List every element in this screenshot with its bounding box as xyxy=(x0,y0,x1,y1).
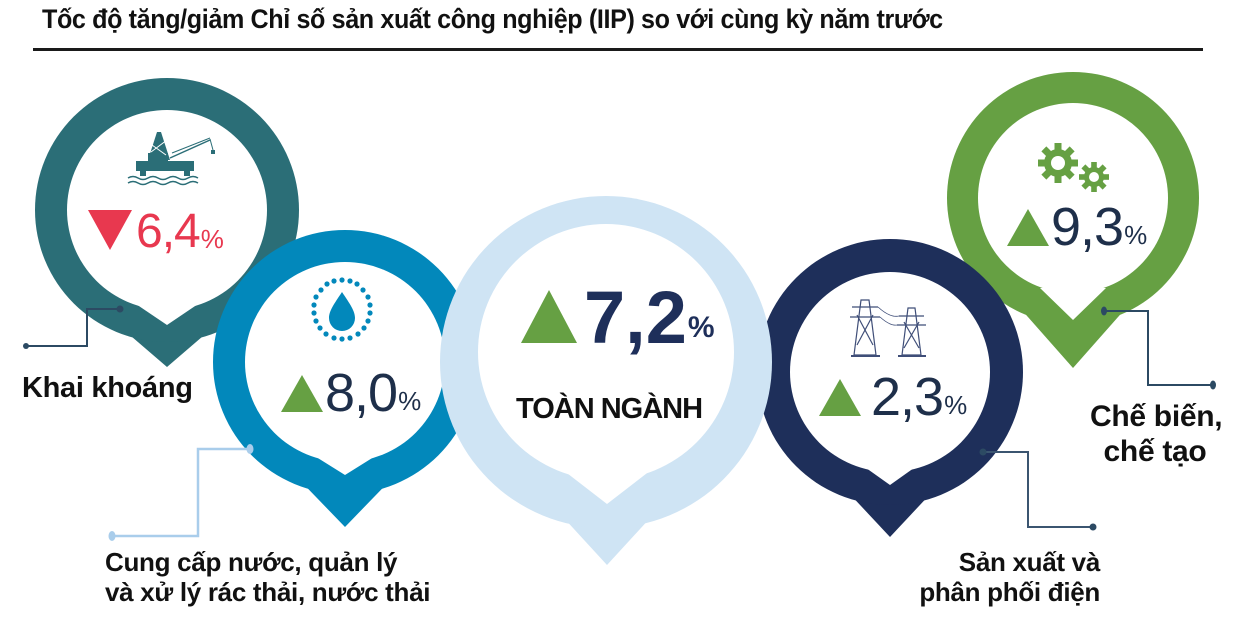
label-total: TOÀN NGÀNH xyxy=(516,393,703,425)
label-manufacturing-line1: Chế biến, xyxy=(1090,400,1223,433)
label-manufacturing-line2: chế tạo xyxy=(1103,434,1207,468)
connector-mining xyxy=(26,308,120,347)
gears-icon xyxy=(1038,143,1109,192)
title-underline xyxy=(33,48,1203,51)
up-arrow-icon xyxy=(1007,209,1049,246)
value-mining: 6,4 % xyxy=(88,208,224,256)
up-arrow-icon xyxy=(819,379,861,416)
pin-mining xyxy=(35,78,299,367)
water-drop-icon xyxy=(311,277,373,342)
up-arrow-icon xyxy=(521,290,577,343)
label-water: Cung cấp nước, quản lý và xử lý rác thải… xyxy=(105,547,431,608)
label-electricity: Sản xuất và phân phối điện xyxy=(905,547,1101,608)
oil-rig-icon xyxy=(127,132,215,186)
pin-total xyxy=(440,196,772,565)
pin-electricity xyxy=(757,239,1023,537)
power-tower-icon xyxy=(850,299,926,357)
value-electricity: 2,3 % xyxy=(819,370,967,424)
up-arrow-icon xyxy=(281,375,323,412)
label-manufacturing: Chế biến, chế tạo xyxy=(1090,400,1223,469)
label-electricity-line2: phân phối điện xyxy=(919,576,1100,607)
pin-water xyxy=(213,230,477,527)
value-total: 7,2 % xyxy=(521,281,715,355)
down-arrow-icon xyxy=(88,210,132,250)
label-water-line1: Cung cấp nước, quản lý xyxy=(105,547,398,577)
connector-manufacturing xyxy=(1104,310,1213,386)
connector-electricity xyxy=(983,451,1093,528)
connector-water xyxy=(112,447,250,538)
label-mining: Khai khoáng xyxy=(22,372,193,404)
value-manufacturing: 9,3 % xyxy=(1007,200,1147,254)
value-water: 8,0 % xyxy=(281,366,421,420)
page-title: Tốc độ tăng/giảm Chỉ số sản xuất công ng… xyxy=(42,4,943,34)
label-water-line2: và xử lý rác thải, nước thải xyxy=(105,576,431,607)
label-electricity-line1: Sản xuất và xyxy=(958,547,1101,577)
